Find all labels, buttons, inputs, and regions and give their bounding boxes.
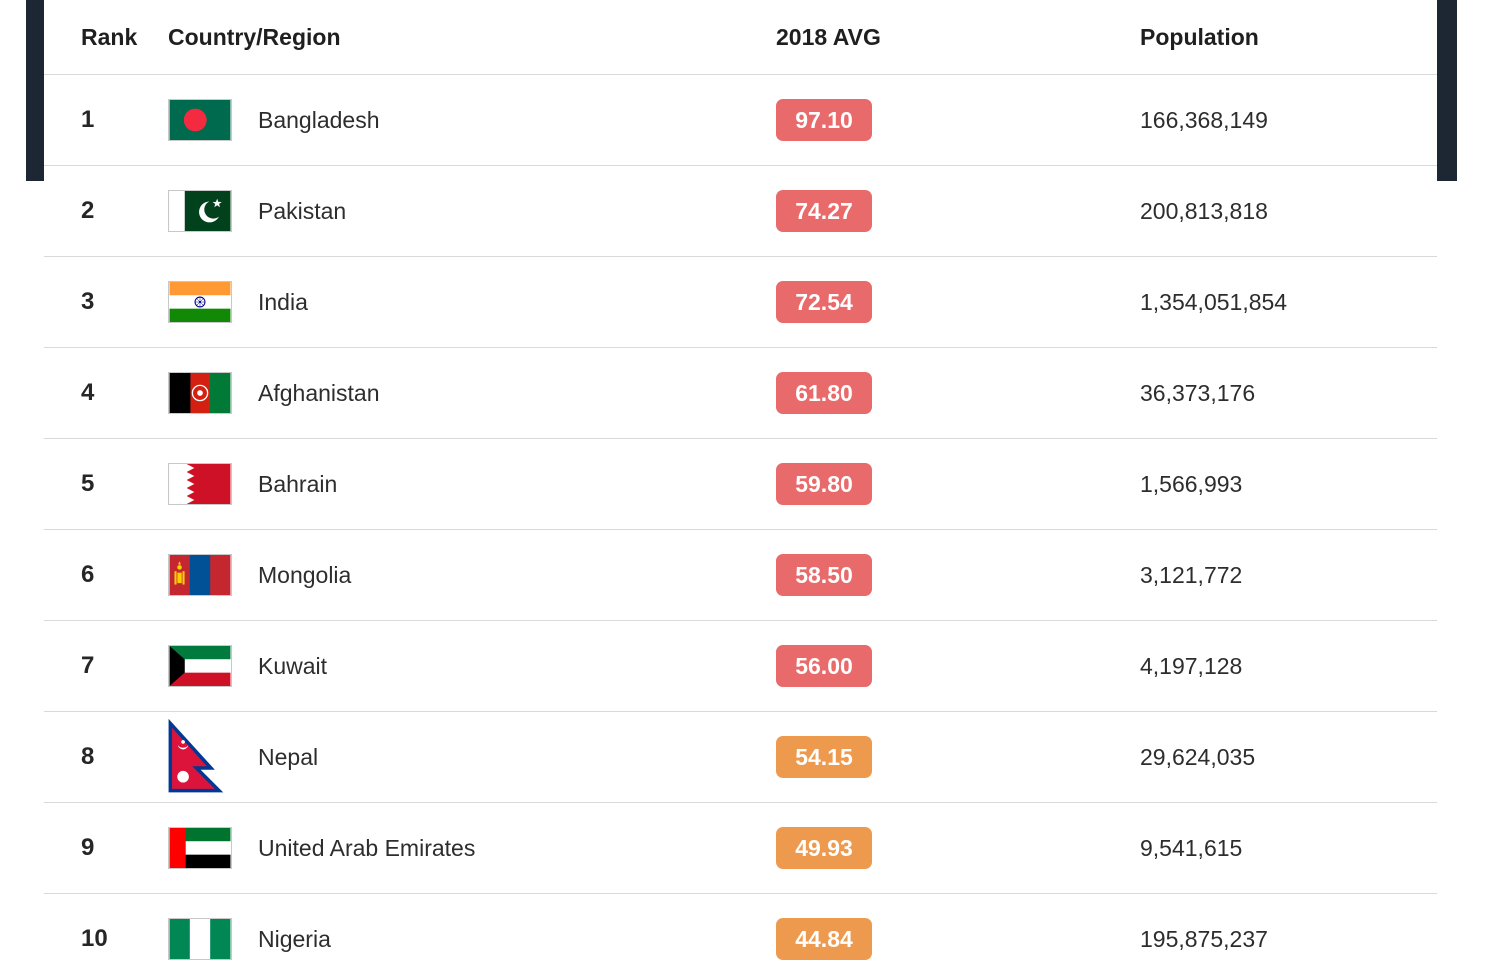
avg-badge: 74.27 <box>776 190 872 232</box>
population-value: 1,354,051,854 <box>1140 288 1288 315</box>
country-name: United Arab Emirates <box>258 834 476 861</box>
avg-cell: 54.15 <box>776 736 1140 778</box>
nepal-flag-icon <box>168 714 226 800</box>
rank-value: 4 <box>81 379 95 406</box>
flag-cell <box>168 918 258 960</box>
population-value: 4,197,128 <box>1140 652 1243 679</box>
flag-cell <box>168 645 258 687</box>
population-value: 200,813,818 <box>1140 197 1268 224</box>
page-background-right-panel <box>1437 0 1457 181</box>
rank-value: 10 <box>81 925 108 952</box>
population-value: 1,566,993 <box>1140 470 1243 497</box>
avg-badge: 44.84 <box>776 918 872 960</box>
table-row[interactable]: 2 Pakistan 74.27 200,813,818 <box>44 166 1437 257</box>
column-header-country[interactable]: Country/Region <box>168 23 341 50</box>
bangladesh-flag-icon <box>168 99 232 141</box>
page-background-left-panel <box>26 0 44 181</box>
table-row[interactable]: 7 Kuwait 56.00 4,197,128 <box>44 621 1437 712</box>
flag-cell <box>168 281 258 323</box>
rank-value: 2 <box>81 197 95 224</box>
population-value: 3,121,772 <box>1140 561 1243 588</box>
rank-value: 6 <box>81 561 95 588</box>
rank-value: 5 <box>81 470 95 497</box>
country-name: Bahrain <box>258 470 338 497</box>
column-header-population[interactable]: Population <box>1140 23 1259 50</box>
population-value: 166,368,149 <box>1140 106 1268 133</box>
avg-badge: 59.80 <box>776 463 872 505</box>
table-row[interactable]: 8 Nepal 54.15 29,624,035 <box>44 712 1437 803</box>
flag-cell <box>168 554 258 596</box>
ranking-table: Rank Country/Region 2018 AVG Population … <box>44 0 1437 968</box>
column-header-rank[interactable]: Rank <box>81 23 138 50</box>
united-arab-emirates-flag-icon <box>168 827 232 869</box>
avg-badge: 56.00 <box>776 645 872 687</box>
rank-value: 9 <box>81 834 95 861</box>
avg-cell: 59.80 <box>776 463 1140 505</box>
avg-cell: 61.80 <box>776 372 1140 414</box>
country-name: Pakistan <box>258 197 347 224</box>
table-row[interactable]: 5 Bahrain 59.80 1,566,993 <box>44 439 1437 530</box>
country-name: Bangladesh <box>258 106 380 133</box>
avg-cell: 49.93 <box>776 827 1140 869</box>
country-name: Kuwait <box>258 652 328 679</box>
kuwait-flag-icon <box>168 645 232 687</box>
rank-value: 7 <box>81 652 95 679</box>
avg-cell: 72.54 <box>776 281 1140 323</box>
pakistan-flag-icon <box>168 190 232 232</box>
flag-cell <box>168 99 258 141</box>
table-row[interactable]: 3 India 72.54 1,354,051,854 <box>44 257 1437 348</box>
country-name: Afghanistan <box>258 379 380 406</box>
table-header-row: Rank Country/Region 2018 AVG Population <box>44 0 1437 75</box>
flag-cell <box>168 827 258 869</box>
avg-cell: 44.84 <box>776 918 1140 960</box>
flag-cell <box>168 372 258 414</box>
country-name: Nigeria <box>258 925 331 952</box>
country-name: Nepal <box>258 743 319 770</box>
avg-cell: 56.00 <box>776 645 1140 687</box>
avg-badge: 49.93 <box>776 827 872 869</box>
table-row[interactable]: 6 Mongolia 58.50 3,121,772 <box>44 530 1437 621</box>
mongolia-flag-icon <box>168 554 232 596</box>
avg-badge: 97.10 <box>776 99 872 141</box>
population-value: 195,875,237 <box>1140 925 1268 952</box>
country-name: Mongolia <box>258 561 352 588</box>
avg-cell: 58.50 <box>776 554 1140 596</box>
india-flag-icon <box>168 281 232 323</box>
avg-badge: 61.80 <box>776 372 872 414</box>
population-value: 29,624,035 <box>1140 743 1256 770</box>
column-header-2018-avg[interactable]: 2018 AVG <box>776 23 881 50</box>
rank-value: 3 <box>81 288 95 315</box>
table-row[interactable]: 4 Afghanistan 61.80 36,373,176 <box>44 348 1437 439</box>
table-row[interactable]: 9 United Arab Emirates 49.93 9,541,615 <box>44 803 1437 894</box>
flag-cell <box>168 714 258 800</box>
flag-cell <box>168 190 258 232</box>
table-row[interactable]: 1 Bangladesh 97.10 166,368,149 <box>44 75 1437 166</box>
population-value: 36,373,176 <box>1140 379 1256 406</box>
nigeria-flag-icon <box>168 918 232 960</box>
country-name: India <box>258 288 308 315</box>
afghanistan-flag-icon <box>168 372 232 414</box>
flag-cell <box>168 463 258 505</box>
avg-cell: 97.10 <box>776 99 1140 141</box>
avg-badge: 72.54 <box>776 281 872 323</box>
avg-badge: 58.50 <box>776 554 872 596</box>
bahrain-flag-icon <box>168 463 232 505</box>
rank-value: 1 <box>81 106 95 133</box>
avg-badge: 54.15 <box>776 736 872 778</box>
rank-value: 8 <box>81 743 95 770</box>
table-row[interactable]: 10 Nigeria 44.84 195,875,237 <box>44 894 1437 968</box>
population-value: 9,541,615 <box>1140 834 1243 861</box>
avg-cell: 74.27 <box>776 190 1140 232</box>
